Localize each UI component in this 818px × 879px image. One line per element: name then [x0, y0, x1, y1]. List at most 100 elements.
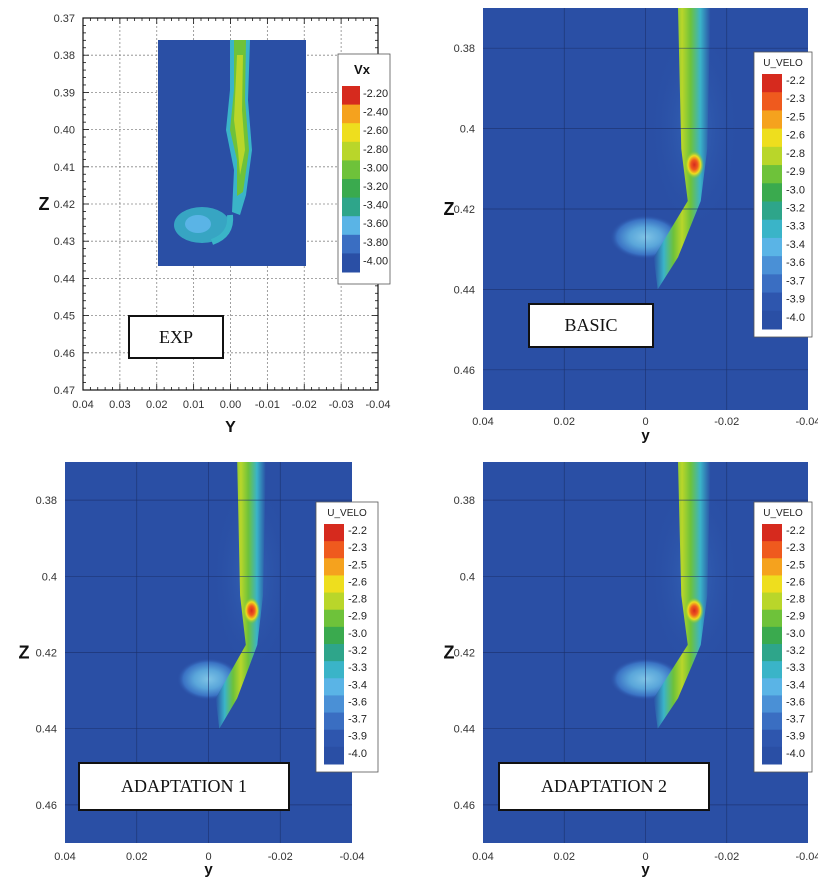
colorbar-swatch — [342, 160, 360, 180]
colorbar-swatch — [762, 695, 782, 714]
panel-label-basic: BASIC — [528, 303, 654, 348]
colorbar-swatch — [324, 746, 344, 765]
x-tick-label: -0.02 — [714, 851, 739, 863]
colorbar-level-label: -3.9 — [786, 294, 805, 306]
colorbar-level-label: -4.0 — [786, 748, 805, 760]
jet-core — [234, 55, 245, 175]
colorbar-swatch — [324, 558, 344, 576]
x-tick-label: 0.01 — [183, 399, 204, 411]
colorbar-swatch — [324, 695, 344, 714]
colorbar-swatch — [762, 712, 782, 731]
velocity-peak — [684, 597, 704, 624]
x-axis-label: Y — [225, 419, 236, 436]
colorbar-swatch — [762, 575, 782, 594]
y-axis-label: Z — [444, 199, 455, 219]
x-tick-label: -0.02 — [714, 416, 739, 428]
x-tick-label: -0.04 — [365, 399, 390, 411]
colorbar-swatch — [762, 201, 782, 221]
colorbar-level-label: -2.6 — [786, 130, 805, 142]
colorbar-level-label: -2.60 — [363, 125, 388, 137]
colorbar-swatch — [324, 524, 344, 542]
colorbar-swatch — [762, 128, 782, 148]
x-tick-label: 0.02 — [554, 416, 575, 428]
colorbar-swatch — [342, 253, 360, 273]
y-tick-label: 0.4 — [460, 571, 475, 583]
colorbar-swatch — [762, 626, 782, 645]
jet-column — [653, 462, 711, 729]
x-tick-label: -0.04 — [795, 416, 818, 428]
y-tick-label: 0.42 — [454, 648, 475, 660]
y-tick-label: 0.4 — [42, 571, 57, 583]
colorbar-swatch — [762, 644, 782, 662]
colorbar-swatch — [324, 626, 344, 645]
y-tick-label: 0.44 — [454, 284, 475, 296]
colorbar-swatch — [324, 592, 344, 611]
colorbar-level-label: -3.9 — [786, 731, 805, 743]
colorbar-level-label: -3.6 — [786, 696, 805, 708]
colorbar-exp: Vx -2.20 -2.40 -2.60 -2.80 -3.00 -3.20 -3.40 -3.… — [337, 53, 391, 285]
y-tick-label: 0.42 — [54, 199, 75, 211]
colorbar-level-label: -3.3 — [348, 662, 367, 674]
colorbar-swatch — [324, 575, 344, 594]
y-tick-label: 0.38 — [36, 495, 57, 507]
colorbar-swatch — [324, 678, 344, 696]
colorbar-swatch — [762, 74, 782, 93]
y-tick-label: 0.39 — [54, 87, 75, 99]
vortex-arm — [210, 214, 234, 245]
colorbar-swatch — [342, 123, 360, 143]
velocity-peak — [242, 597, 261, 624]
colorbar-swatch — [342, 141, 360, 161]
colorbar-level-label: -2.5 — [786, 559, 805, 571]
x-tick-label: 0 — [642, 416, 648, 428]
y-tick-label: 0.46 — [36, 800, 57, 812]
colorbar: U_VELO -2.2 -2.3 -2.5 -2.6 -2.8 -2.9 -3.0 -3.2 -3… — [315, 501, 379, 773]
colorbar-title: U_VELO — [763, 508, 803, 519]
colorbar-level-label: -3.7 — [348, 714, 367, 726]
colorbar-level-label: -3.3 — [786, 662, 805, 674]
colorbar-swatch — [762, 256, 782, 275]
x-axis-label: y — [641, 427, 650, 444]
colorbar: U_VELO -2.2 -2.3 -2.5 -2.6 -2.8 -2.9 -3.0 -3.2 -3… — [753, 51, 813, 338]
x-tick-label: 0 — [205, 851, 211, 863]
x-tick-label: 0.04 — [472, 416, 493, 428]
colorbar-swatch — [342, 197, 360, 217]
x-tick-label: 0.02 — [554, 851, 575, 863]
colorbar-level-label: -3.2 — [786, 645, 805, 657]
colorbar-swatch — [762, 310, 782, 330]
colorbar-level-label: -3.80 — [363, 237, 388, 249]
colorbar-swatch — [762, 92, 782, 111]
y-tick-label: 0.38 — [454, 43, 475, 55]
x-tick-label: -0.02 — [292, 399, 317, 411]
colorbar-swatch — [762, 183, 782, 202]
y-tick-label: 0.38 — [54, 50, 75, 62]
panel-label-exp: EXP — [128, 315, 224, 359]
colorbar-level-label: -2.2 — [786, 525, 805, 537]
x-tick-label: 0.02 — [126, 851, 147, 863]
colorbar-swatch — [324, 712, 344, 731]
colorbar-level-label: -2.6 — [348, 576, 367, 588]
y-tick-label: 0.42 — [454, 204, 475, 216]
x-tick-label: 0.03 — [109, 399, 130, 411]
colorbar-swatch — [762, 541, 782, 559]
panel-label-adaptation-1: ADAPTATION 1 — [78, 762, 290, 811]
colorbar-swatch — [762, 609, 782, 628]
colorbar-level-label: -3.4 — [786, 239, 805, 251]
x-tick-label: 0 — [642, 851, 648, 863]
x-tick-label: 0.04 — [54, 851, 75, 863]
colorbar-swatch — [324, 541, 344, 559]
x-tick-label: -0.02 — [268, 851, 293, 863]
y-axis-label: Z — [39, 194, 50, 214]
x-tick-label: -0.04 — [339, 851, 364, 863]
colorbar-level-label: -2.8 — [786, 594, 805, 606]
colorbar-level-label: -3.9 — [348, 731, 367, 743]
velocity-peak — [684, 150, 704, 179]
colorbar-level-label: -3.20 — [363, 181, 388, 193]
y-tick-label: 0.4 — [460, 124, 475, 136]
y-tick-label: 0.46 — [54, 348, 75, 360]
x-axis-label: y — [204, 861, 213, 878]
colorbar: U_VELO -2.2 -2.3 -2.5 -2.6 -2.8 -2.9 -3.0 -3.2 -3… — [753, 501, 813, 773]
y-tick-label: 0.47 — [54, 385, 75, 397]
colorbar-level-label: -3.7 — [786, 714, 805, 726]
colorbar-swatch — [762, 110, 782, 130]
